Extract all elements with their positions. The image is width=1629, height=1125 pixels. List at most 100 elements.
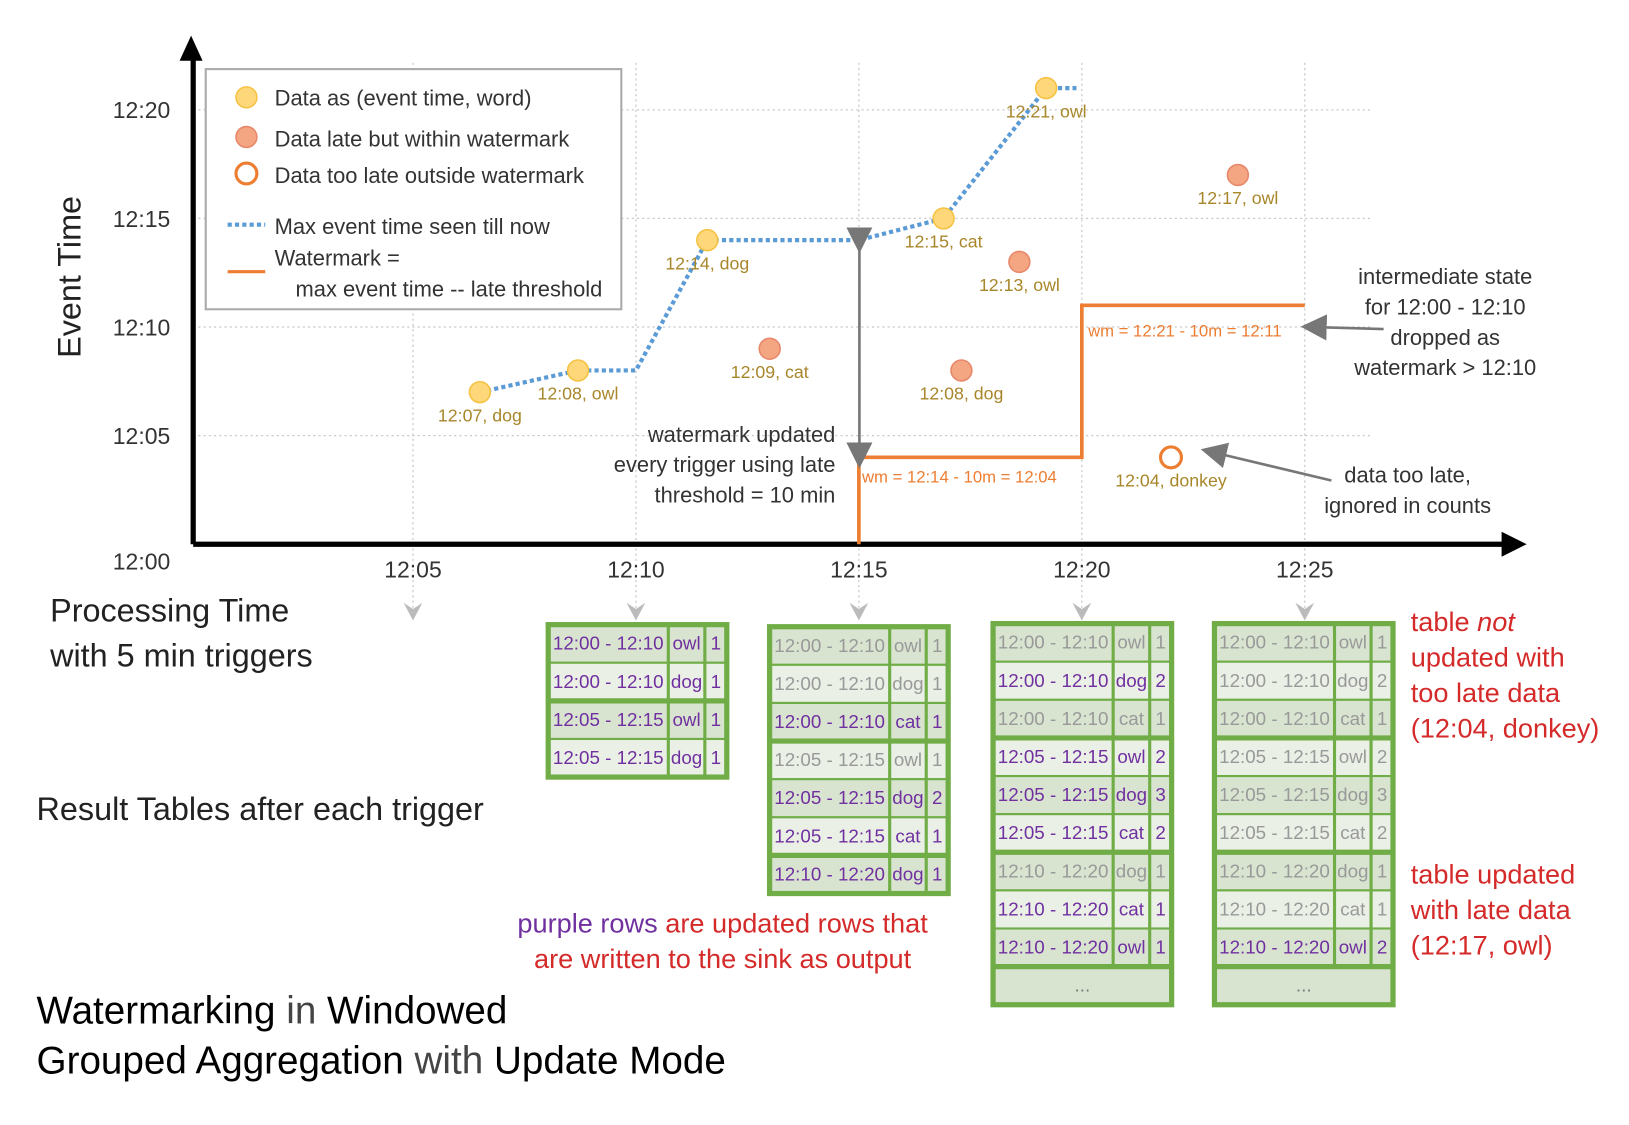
purple-rows-note: purple rows are updated rows that (517, 908, 928, 939)
cell-count: 1 (711, 747, 721, 768)
cell-word: dog (671, 671, 702, 692)
svg-text:table not: table not (1411, 606, 1517, 637)
cell-count: 1 (932, 863, 942, 884)
x-tick-label: 12:15 (830, 557, 887, 583)
table-row: 12:05 - 12:15 owl 2 (1213, 735, 1395, 778)
table-row: 12:05 - 12:15 dog 1 (547, 737, 728, 779)
late-data-point (1008, 250, 1031, 274)
x-axis-label: Processing Time (50, 592, 289, 628)
table-border (990, 620, 1175, 1008)
table-row: 12:00 - 12:10 dog 2 (1213, 660, 1395, 701)
svg-text:watermark > 12:10: watermark > 12:10 (1353, 355, 1536, 380)
x-tick-label: 12:20 (1053, 557, 1110, 583)
title-part: with (404, 1040, 494, 1083)
y-tick-label: 12:15 (113, 206, 170, 232)
data-point-label: 12:13, owl (979, 275, 1060, 295)
cell-word: owl (672, 633, 700, 654)
cell-count: 1 (932, 825, 942, 846)
cell-count: 1 (1155, 632, 1165, 653)
cell-count: 1 (1377, 898, 1387, 919)
cell-count: 2 (1155, 670, 1165, 691)
cell-word: dog (1337, 860, 1368, 881)
cell-word: dog (1116, 860, 1147, 881)
on-time-dot-icon (235, 86, 258, 109)
cell-count: 1 (1155, 937, 1165, 958)
title-part: Watermarking (37, 990, 276, 1033)
cell-count: 1 (1377, 708, 1387, 729)
table-border (766, 624, 951, 897)
cell-window: 12:05 - 12:15 (774, 787, 885, 808)
result-table-1220: 12:00 - 12:10 owl 112:00 - 12:10 dog 212:00 … (990, 620, 1175, 1008)
cell-word: cat (1119, 708, 1145, 729)
cell-count: 2 (1377, 670, 1387, 691)
y-axis-arrow-icon (179, 35, 203, 61)
cell-window: 12:05 - 12:15 (998, 822, 1109, 843)
watermark-label: wm = 12:21 - 10m = 12:11 (1087, 322, 1282, 341)
cell-word: owl (1117, 937, 1145, 958)
on-time-data-point (932, 207, 955, 230)
x-tick-label: 12:05 (384, 557, 441, 583)
y-tick-label: 12:05 (113, 423, 170, 449)
ellipsis: ... (1075, 975, 1091, 996)
result-table-1225: 12:00 - 12:10 owl 112:00 - 12:10 dog 212:00 … (1211, 620, 1396, 1008)
cell-word: owl (1339, 746, 1367, 767)
cell-window: 12:10 - 12:20 (1219, 860, 1330, 881)
cell-count: 1 (711, 633, 721, 654)
cell-word: owl (1117, 632, 1145, 653)
table-row: 12:05 - 12:15 dog 3 (1213, 775, 1395, 816)
cell-count: 2 (1377, 937, 1387, 958)
svg-text:with late data: with late data (1410, 894, 1572, 925)
data-point-label: 12:08, dog (919, 384, 1003, 404)
x-tick-label: 12:10 (607, 557, 664, 583)
table-row: 12:05 - 12:15 dog 3 (992, 775, 1173, 816)
cell-word: owl (672, 709, 700, 730)
cell-window: 12:00 - 12:10 (1219, 708, 1330, 729)
y-tick-label: 12:20 (113, 97, 170, 123)
table-row: 12:00 - 12:10 dog 1 (547, 661, 728, 702)
cell-window: 12:10 - 12:20 (774, 863, 885, 884)
late-data-point (950, 359, 973, 382)
table-row: 12:05 - 12:15 dog 2 (768, 778, 950, 819)
cell-window: 12:05 - 12:15 (1219, 746, 1330, 767)
cell-count: 3 (1155, 784, 1165, 805)
diagram-title: Watermarking in Windowed Grouped Aggrega… (37, 990, 726, 1083)
legend-watermark: Watermark = (275, 245, 400, 270)
result-table-1215: 12:00 - 12:10 owl 112:00 - 12:10 dog 112:00 … (766, 624, 951, 897)
cell-word: dog (892, 673, 923, 694)
cell-word: owl (1117, 746, 1145, 767)
cell-word: cat (1119, 822, 1145, 843)
x-tick-label: 12:25 (1276, 557, 1333, 583)
svg-text:updated with: updated with (1411, 641, 1565, 672)
on-time-data-point (1034, 76, 1058, 100)
title-part: in (276, 990, 328, 1033)
x-axis-label-2: with 5 min triggers (49, 637, 313, 673)
y-axis-label: Event Time (51, 196, 87, 358)
cell-word: dog (1116, 670, 1147, 691)
cell-count: 1 (1155, 860, 1165, 881)
svg-text:Watermarking in Windowed: Watermarking in Windowed (37, 990, 508, 1033)
cell-window: 12:00 - 12:10 (774, 711, 885, 732)
legend-late: Data late but within watermark (275, 126, 570, 151)
cell-count: 1 (1377, 632, 1387, 653)
cell-count: 1 (711, 671, 721, 692)
result-tables-label: Result Tables after each trigger (37, 791, 485, 827)
svg-text:(12:17, owl): (12:17, owl) (1411, 930, 1553, 961)
cell-word: cat (1340, 822, 1366, 843)
cell-word: cat (895, 825, 921, 846)
cell-count: 1 (932, 673, 942, 694)
watermark-line (857, 303, 1305, 545)
cell-word: dog (671, 747, 702, 768)
table-row: 12:00 - 12:10 owl 1 (768, 625, 950, 666)
cell-word: dog (1337, 670, 1368, 691)
table-row: 12:10 - 12:20 owl 2 (1213, 927, 1395, 968)
title-part: Update Mode (494, 1040, 726, 1083)
svg-text:(12:04, donkey): (12:04, donkey) (1411, 712, 1600, 743)
watermark-label: wm = 12:14 - 10m = 12:04 (861, 467, 1057, 486)
cell-count: 2 (1377, 746, 1387, 767)
svg-text:watermark updated: watermark updated (647, 422, 836, 447)
cell-word: dog (892, 787, 923, 808)
wm-updated-note: watermark updated every trigger using la… (614, 227, 873, 507)
cell-window: 12:00 - 12:10 (998, 708, 1109, 729)
cell-window: 12:10 - 12:20 (998, 937, 1109, 958)
ellipsis: ... (1296, 975, 1312, 996)
